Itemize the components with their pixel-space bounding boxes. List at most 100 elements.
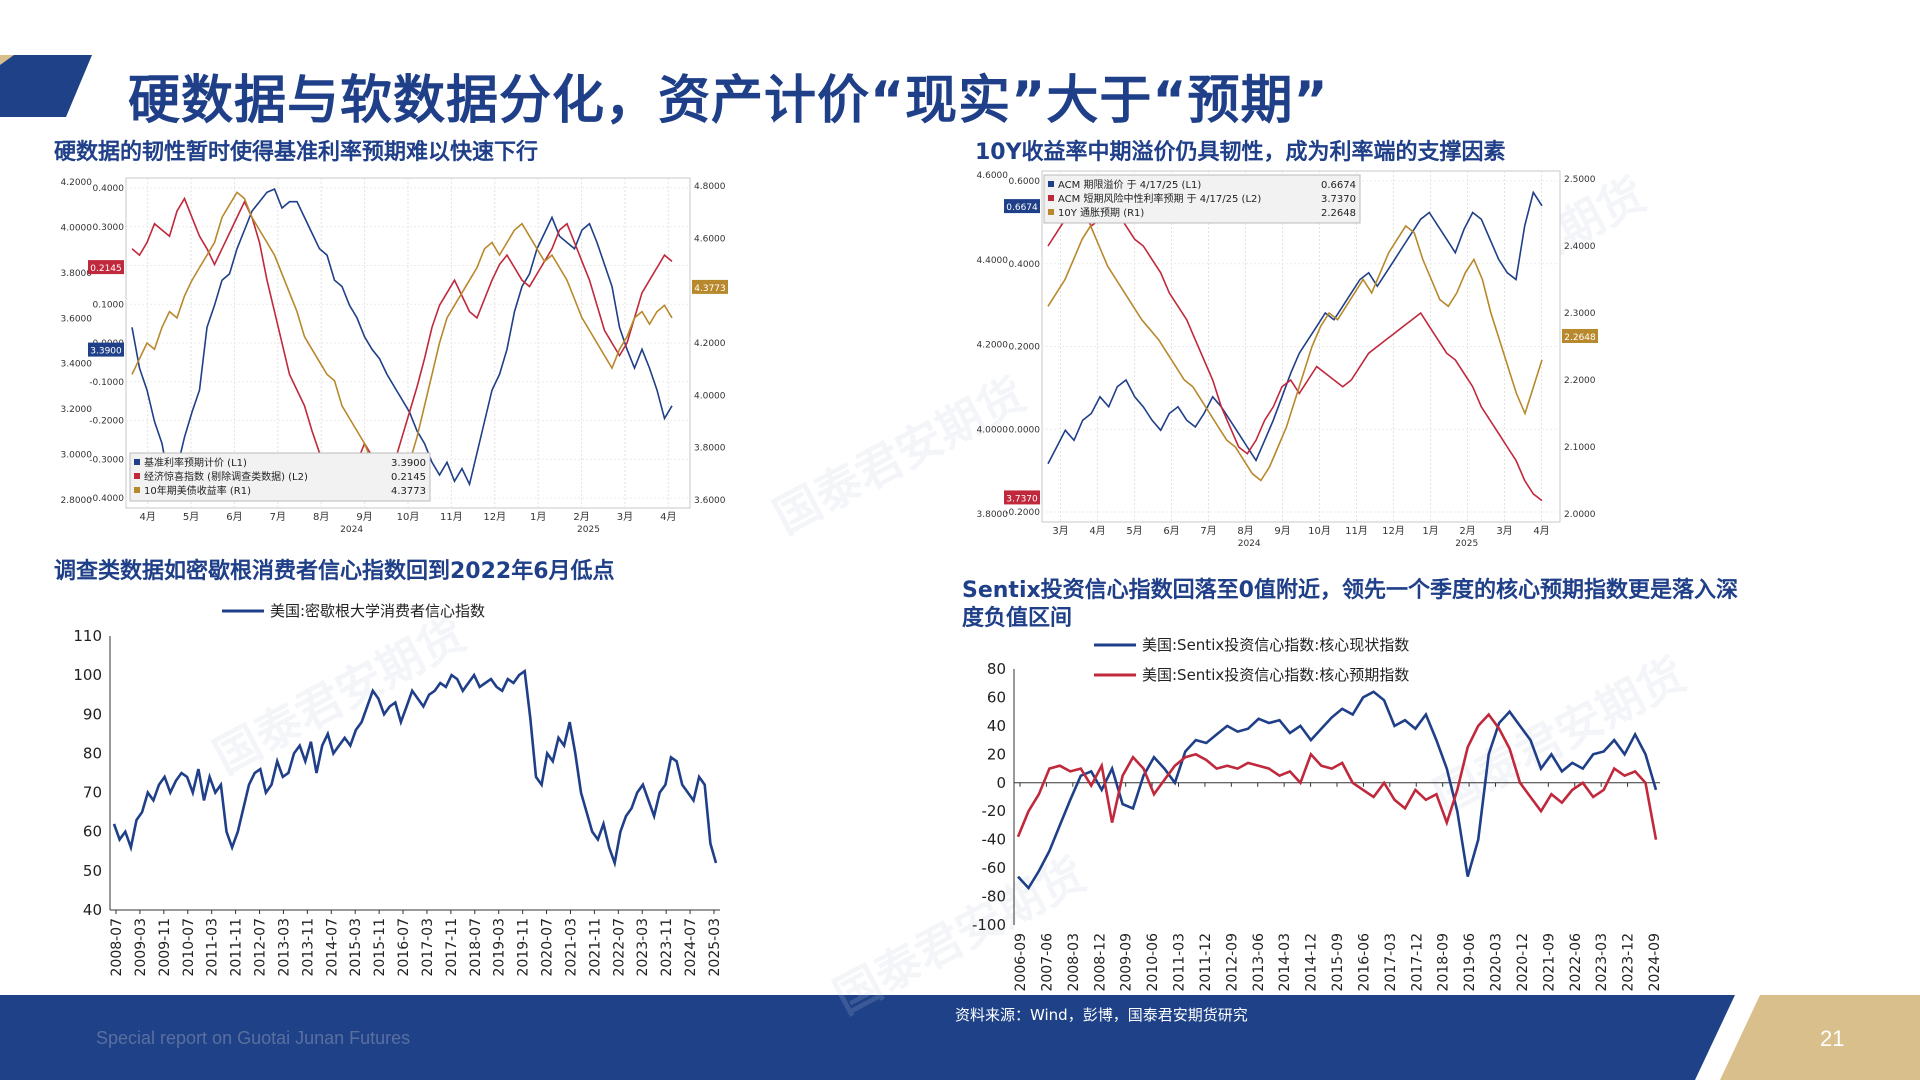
x-tick-label: 2008-03 [1066,933,1082,992]
left-axis-tick: 0.6000 [1009,177,1041,187]
report-label: Special report on Guotai Junan Futures [96,1028,411,1048]
y-tick-label: 80 [987,660,1006,678]
left-axis-tick: 3.4000 [61,360,93,370]
left-axis-tick: -0.2000 [1005,508,1040,518]
value-tag [1004,490,1040,505]
x-tick-label: 2020-03 [1489,933,1505,992]
left-axis-tick: 0.0000 [1009,425,1041,435]
legend-swatch [134,459,140,465]
x-tick-label: 2011-03 [205,918,221,977]
x-tick-label: 8月 [313,511,329,523]
left-axis-tick: 4.0000 [61,223,93,233]
x-tick-label: 2013-03 [276,918,292,977]
y-tick-label: 100 [73,666,102,684]
right-axis-tick: 2.1000 [1564,443,1596,453]
x-tick-label: 2018-09 [1436,933,1452,992]
x-tick-label: 7月 [1200,525,1216,537]
left-axis-tick: 4.6000 [977,171,1009,181]
x-tick-label: 2008-12 [1092,933,1108,992]
left-axis-tick: 3.8000 [61,269,93,279]
x-tick-label: 2023-11 [659,918,675,977]
y-tick-label: 40 [83,901,102,919]
legend-value: 3.7370 [1321,194,1356,205]
y-tick-label: 20 [987,745,1006,763]
right-axis-tick: 4.2000 [694,339,726,349]
x-tick-label: 2011-12 [1198,933,1214,992]
legend-label: 美国:密歇根大学消费者信心指数 [270,602,485,620]
series-line [1016,712,1658,840]
x-tick-label: 2月 [573,511,589,523]
value-tag [692,279,728,294]
series-line [1047,190,1543,465]
y-tick-label: 70 [83,784,102,802]
source-note: 资料来源：Wind，彭博，国泰君安期货研究 [955,1006,1248,1024]
legend-label: 10Y 通胀预期 (R1) [1058,207,1144,219]
x-tick-label: 2009-03 [133,918,149,977]
legend-label: 经济惊喜指数 (剔除调查类数据) (L2) [144,470,308,483]
right-axis-tick: 4.8000 [694,182,726,192]
right-axis-tick: 2.0000 [1564,510,1596,520]
value-tag-label: 3.3900 [90,347,122,357]
left-axis-tick: 4.0000 [977,425,1009,435]
legend-value: 0.2145 [391,472,426,483]
series-line [1017,690,1658,891]
y-tick-label: 50 [83,862,102,880]
y-tick-label: -20 [982,802,1007,820]
x-tick-label: 1月 [530,511,546,523]
legend-label: 美国:Sentix投资信心指数:核心现状指数 [1142,636,1409,654]
left-axis-tick: 2.8000 [61,496,93,506]
y-tick-label: 110 [73,627,102,645]
legend-label: 基准利率预期计价 (L1) [144,456,247,469]
x-tick-label: 5月 [183,511,199,523]
x-tick-label: 3月 [1052,525,1068,537]
right-axis-tick: 2.4000 [1564,242,1596,252]
x-tick-label: 2024-09 [1647,933,1663,992]
x-tick-label: 2014-03 [1277,933,1293,992]
x-tick-label: 2013-11 [300,918,316,977]
y-tick-label: -100 [972,916,1006,934]
legend-swatch [1048,195,1054,201]
x-tick-label: 4月 [660,511,676,523]
x-tick-label: 2022-06 [1568,933,1584,992]
section-title-top-right: 10Y收益率中期溢价仍具韧性，成为利率端的支撑因素 [975,140,1506,165]
value-tag-label: 4.3773 [694,284,726,294]
right-axis-tick: 4.6000 [694,234,726,244]
y-tick-label: 0 [996,774,1006,792]
x-tick-label: 2021-11 [587,918,603,977]
series-line [1047,224,1543,482]
series-line [112,668,718,868]
left-axis-tick: -0.4000 [89,494,124,504]
legend-swatch [134,473,140,479]
year-label: 2025 [1455,539,1478,549]
x-tick-label: 2024-07 [683,918,699,977]
right-axis-tick: 3.6000 [694,496,726,506]
x-tick-label: 3月 [1496,525,1512,537]
y-tick-label: 60 [987,688,1006,706]
value-tag-label: 0.2145 [90,264,122,274]
x-tick-label: 2012-07 [253,918,269,977]
x-tick-label: 4月 [140,511,156,523]
left-axis-tick: -0.1000 [89,378,124,388]
legend-swatch [134,487,140,493]
x-tick-label: 2019-11 [516,918,532,977]
x-tick-label: 7月 [270,511,286,523]
section-title-bottom-right-line2: 度负值区间 [962,606,1073,631]
x-tick-label: 2023-03 [635,918,651,977]
x-tick-label: 2011-03 [1172,933,1188,992]
x-tick-label: 2013-06 [1251,933,1267,992]
x-tick-label: 2009-11 [157,918,173,977]
legend-box [129,452,431,502]
left-axis-tick: 0.2000 [1009,343,1041,353]
x-tick-label: 2月 [1459,525,1475,537]
right-axis-tick: 4.0000 [694,391,726,401]
chart-top-left: 4月 5月 6月 7月 8月 9月 10月 11月 12月 1月 2月 3月 4月 2024 2025 0.4… [61,177,728,535]
left-axis-tick: 0.4000 [93,184,125,194]
section-title-bottom-right-line1: Sentix投资信心指数回落至0值附近，领先一个季度的核心预期指数更是落入深 [962,578,1738,603]
x-tick-label: 10月 [1308,525,1331,537]
x-tick-label: 2019-03 [492,918,508,977]
x-tick-label: 2018-07 [468,918,484,977]
chart-bottom-left: 40 50 60 70 80 90 100 110 2008-07 2009-03 2009-11 2… [73,602,723,977]
x-tick-label: 11月 [1345,525,1368,537]
x-tick-label: 12月 [483,511,506,523]
value-tag [1562,328,1598,343]
